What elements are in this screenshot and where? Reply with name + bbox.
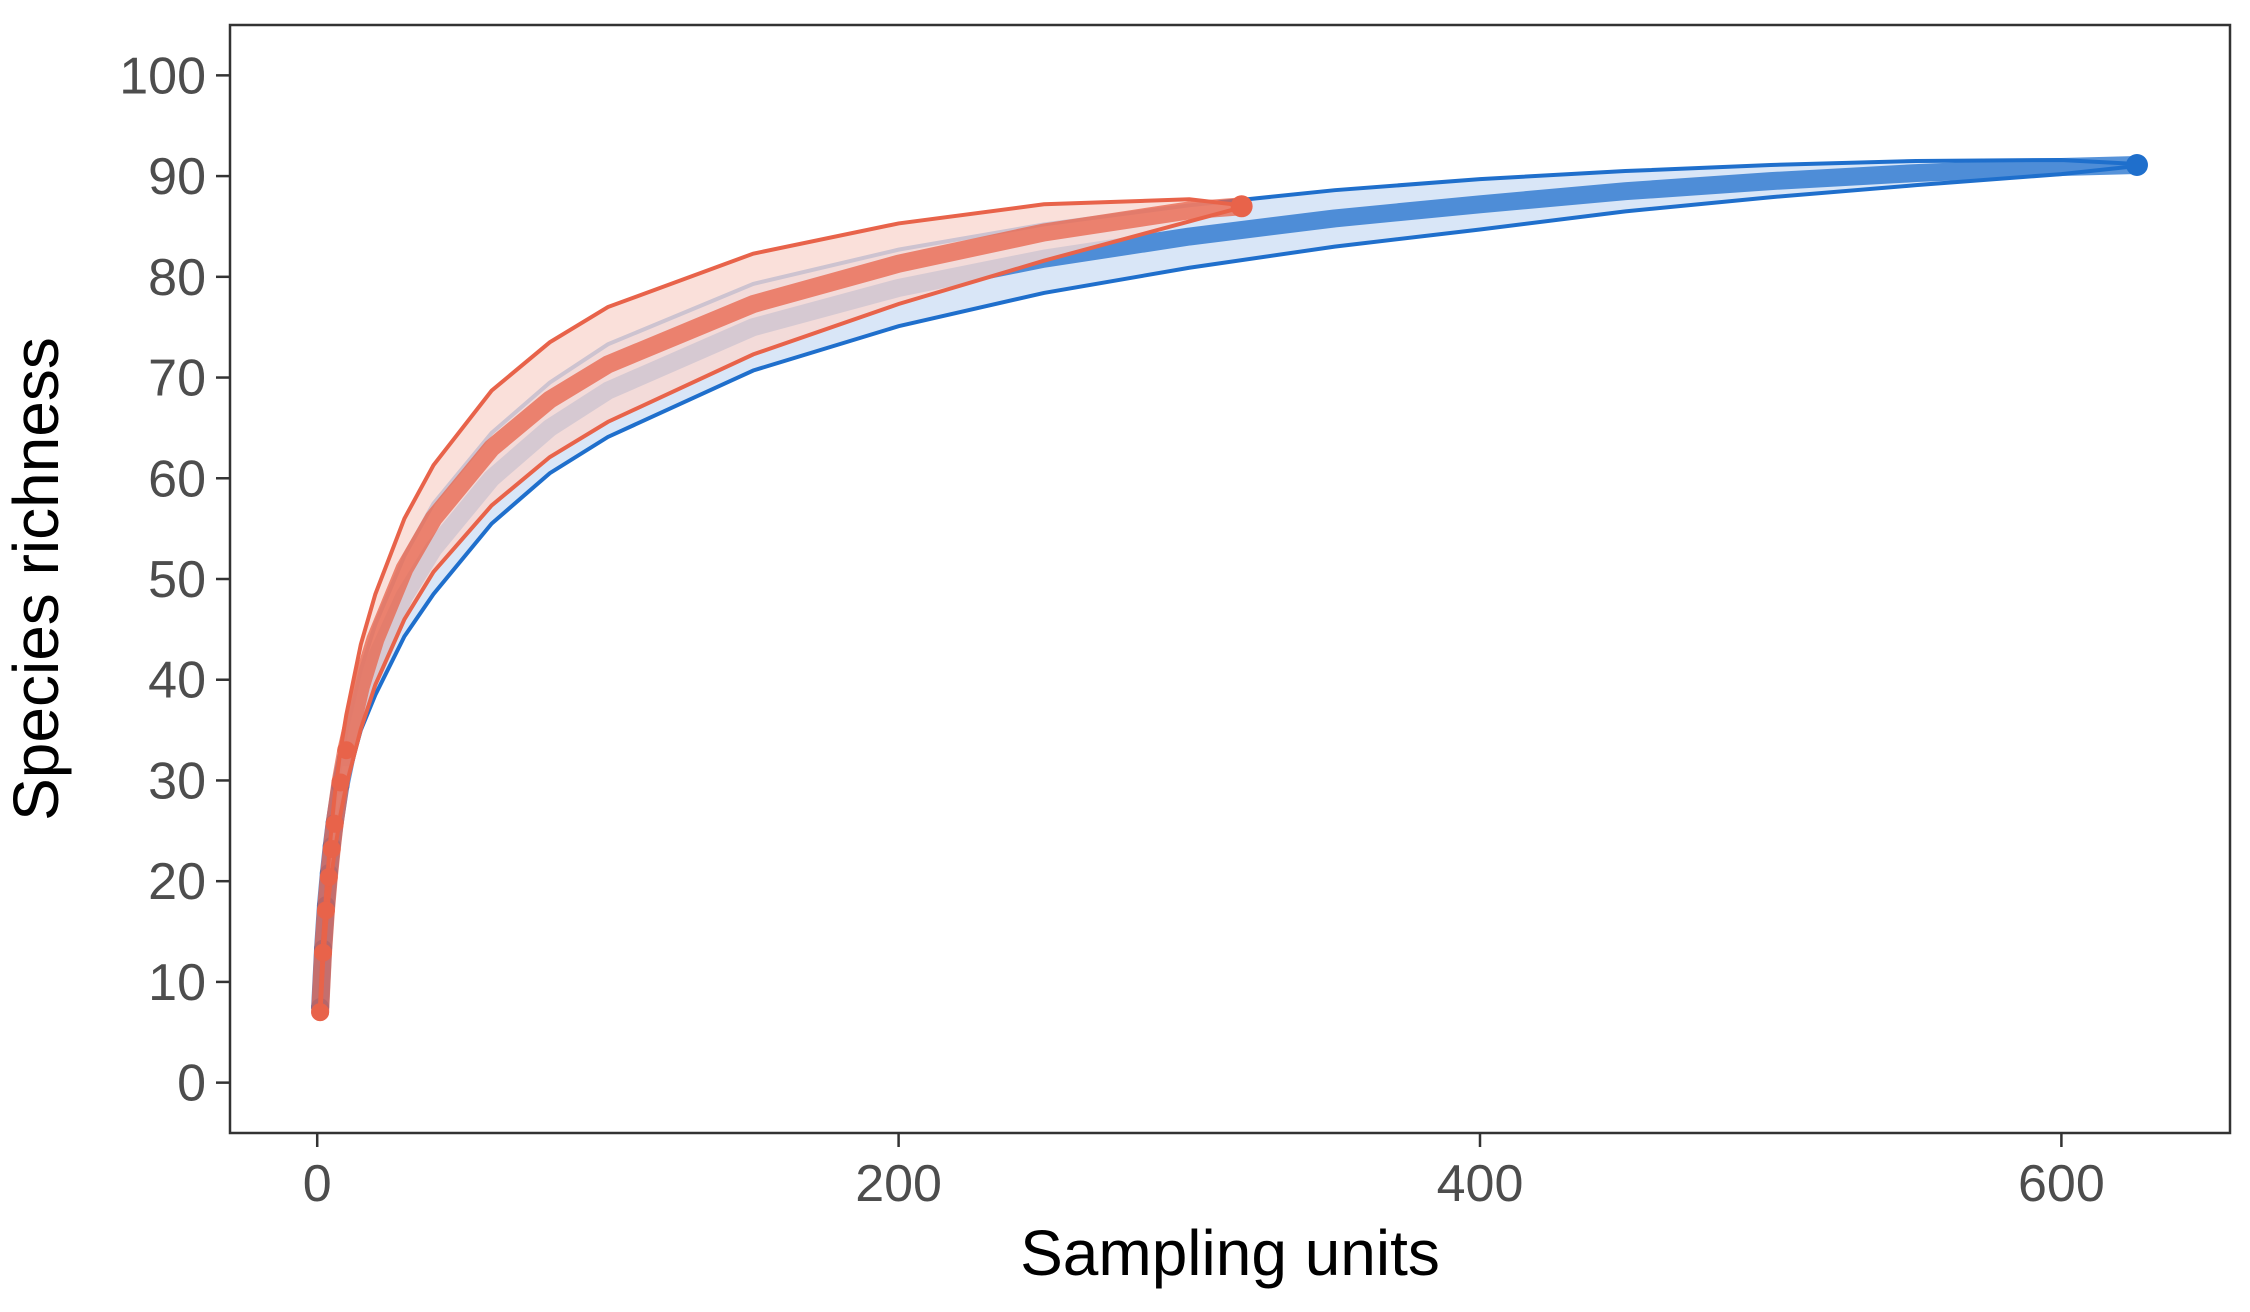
y-axis: 0 10 20 30 40 50 60 70 80 90 100 [119, 47, 230, 1113]
y-tick-label: 100 [119, 47, 206, 105]
series-2-point [311, 1003, 330, 1022]
series-2-point [316, 901, 335, 920]
x-axis-title: Sampling units [1020, 1217, 1440, 1289]
y-tick-label: 0 [177, 1055, 206, 1113]
y-tick-label: 10 [148, 954, 206, 1012]
y-tick-label: 20 [148, 853, 206, 911]
series-layer [311, 154, 2148, 1022]
x-tick-label: 200 [855, 1155, 942, 1213]
series-2-point [319, 868, 338, 887]
series-2 [311, 195, 1253, 1022]
series-2-point [314, 943, 333, 962]
series-2-point [331, 773, 350, 792]
y-tick-label: 30 [148, 752, 206, 810]
x-axis: 0 200 400 600 [303, 1133, 2105, 1213]
y-axis-title: Species richness [0, 337, 72, 821]
y-tick-label: 50 [148, 551, 206, 609]
series-2-point [322, 839, 341, 858]
series-2-point [325, 814, 344, 833]
series-1-end-point [2125, 154, 2148, 177]
x-tick-label: 0 [303, 1155, 332, 1213]
y-tick-label: 40 [148, 652, 206, 710]
y-tick-label: 70 [148, 350, 206, 408]
x-tick-label: 600 [2018, 1155, 2105, 1213]
plot-panel-border [228, 23, 2232, 1135]
y-tick-label: 80 [148, 249, 206, 307]
series-2-point [337, 741, 356, 760]
series-2-end-point [1230, 195, 1253, 218]
y-tick-label: 60 [148, 450, 206, 508]
y-tick-label: 90 [148, 148, 206, 206]
x-tick-label: 400 [1437, 1155, 1524, 1213]
